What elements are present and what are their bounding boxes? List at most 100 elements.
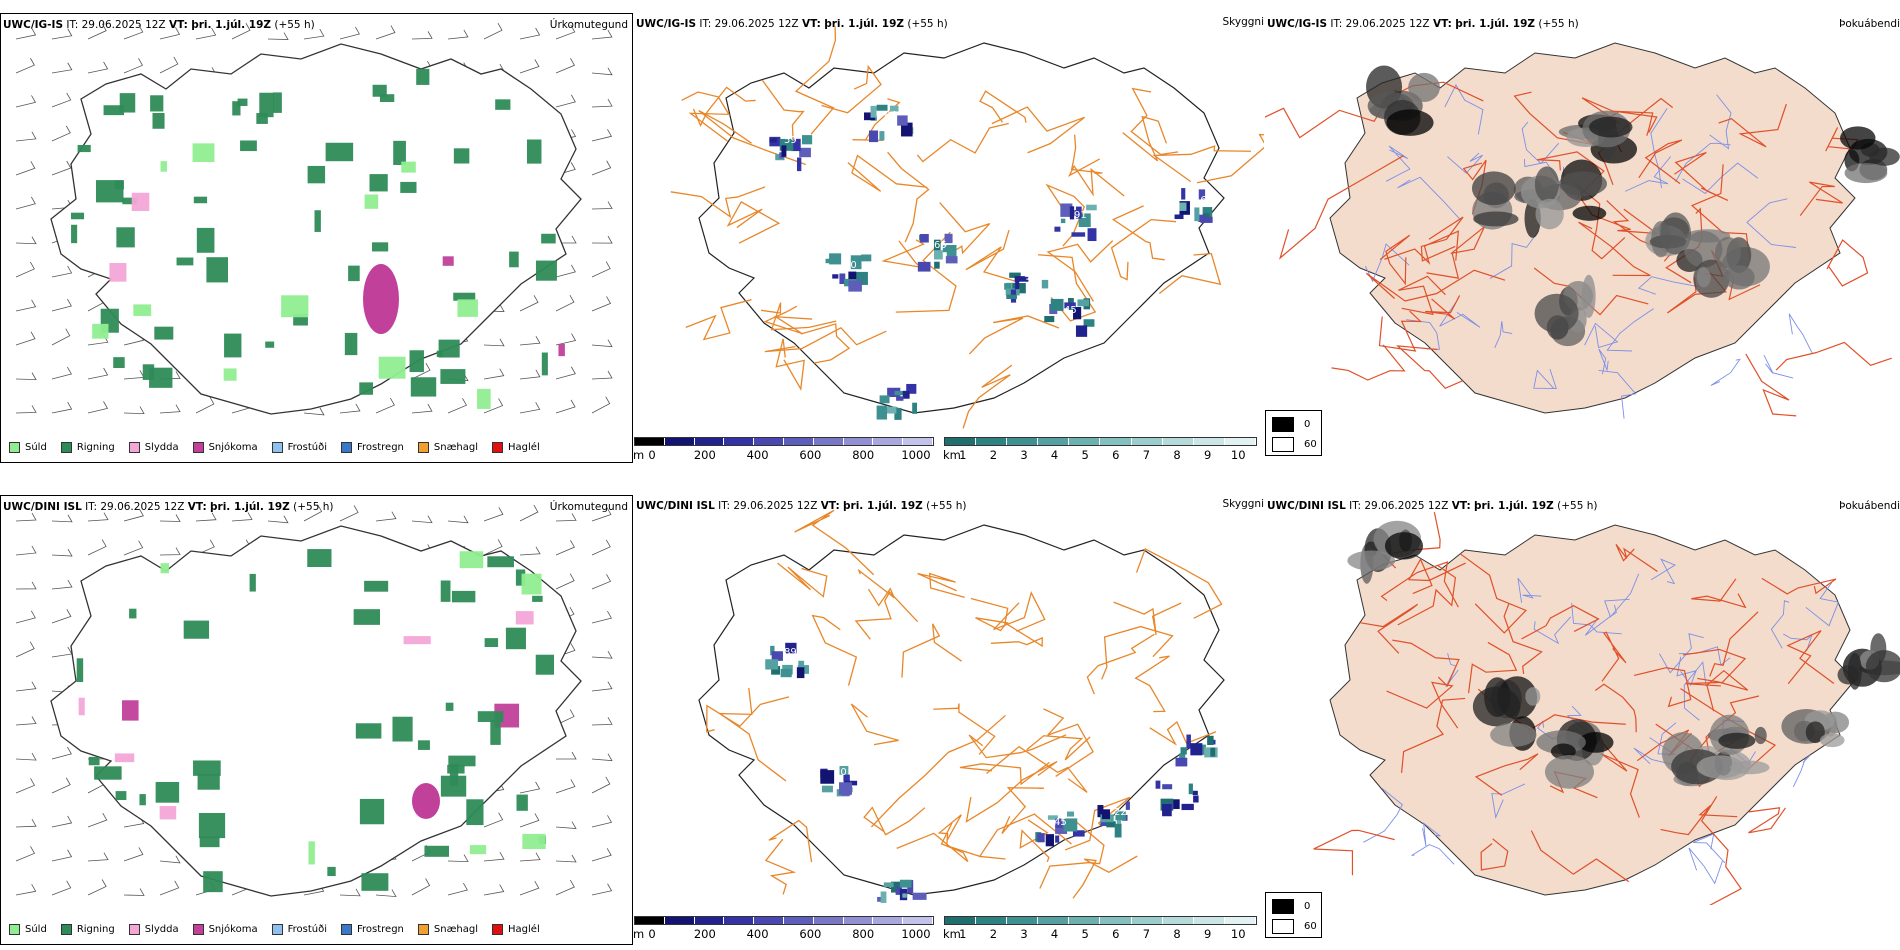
fog-title-bottom: Þokuábendi (1839, 500, 1900, 512)
legend-swatch (341, 442, 352, 453)
legend-item-7: Haglél (492, 924, 540, 935)
colorbar-tick: 0 (648, 448, 656, 462)
colorbar-tick: 200 (693, 927, 716, 941)
fog-legend-bottom: 0 60 (1265, 892, 1322, 938)
precip-legend-bottom: Súld Rigning Slydda Snjókoma Frostúði Frostre… (9, 924, 554, 935)
header-top-fog: UWC/IG-IS IT: 29.06.2025 12Z VT: þri. 1.… (1267, 18, 1579, 30)
colorbar-tick: 10 (1230, 448, 1246, 462)
colorbar-tick: 1000 (901, 448, 931, 462)
colorbar-tick: 200 (693, 448, 716, 462)
fog-panel-bottom: UWC/DINI ISL IT: 29.06.2025 12Z VT: þri.… (1265, 495, 1900, 945)
legend-item-5: Frostregn (341, 442, 404, 453)
ceiling-value-label: 45 (1064, 305, 1077, 316)
legend-swatch (492, 924, 504, 935)
colorbar-tick: 1 (959, 448, 967, 462)
precip-map-bottom (15, 504, 613, 898)
ceiling-value-label: 22 (1114, 807, 1127, 818)
ceiling-value-label: 65 (934, 240, 947, 251)
legend-swatch (128, 442, 140, 453)
ceiling-panel-bottom: UWC/DINI ISL IT: 29.06.2025 12Z VT: þri.… (633, 495, 1264, 945)
ceiling-panel-top: UWC/IG-IS IT: 29.06.2025 12Z VT: þri. 1.… (633, 13, 1264, 465)
legend-item-5: Frostregn (341, 924, 404, 935)
colorbar-tick: 7 (1142, 927, 1151, 941)
ceiling-value-label: 91 (1074, 210, 1087, 221)
legend-label: Frostregn (357, 442, 404, 453)
precip-title-top: Úrkomutegund (549, 19, 628, 31)
legend-swatch (341, 924, 352, 935)
legend-label: Snjókoma (208, 924, 258, 935)
header-bottom-precip: UWC/DINI ISL IT: 29.06.2025 12Z VT: þri.… (3, 501, 334, 513)
legend-swatch (9, 442, 20, 453)
ceiling-value-label: 45 (1054, 817, 1067, 828)
colorbar-tick: 400 (746, 927, 769, 941)
legend-item-2: Slydda (128, 924, 179, 935)
colorbar-tick: 2 (989, 927, 998, 941)
precip-map-top (15, 23, 613, 416)
ceiling-map-bottom: 89 70 45 22 (698, 509, 1225, 903)
legend-item-6: Snæhagl (417, 924, 479, 935)
visibility-colorbar-top: 1 2 3 4 5 6 7 8 9 10 km (943, 437, 1257, 465)
legend-label: Haglél (508, 442, 540, 453)
colorbar-tick: 600 (799, 448, 822, 462)
colorbar-tick: 600 (799, 927, 822, 941)
colorbar-tick: 4 (1050, 448, 1059, 462)
ceiling-value-label: 89 (784, 647, 797, 658)
ceiling-colorbar-bottom: 0 200 400 600 800 1000 m (633, 916, 934, 944)
legend-item-0: Súld (9, 924, 47, 935)
legend-swatch (271, 442, 283, 453)
legend-swatch (60, 924, 72, 935)
colorbar-tick: 9 (1203, 927, 1212, 941)
legend-label: Snjókoma (208, 442, 258, 453)
legend-item-3: Snjókoma (192, 924, 258, 935)
colorbar-tick: 8 (1173, 448, 1181, 462)
header-bottom-ceiling: UWC/DINI ISL IT: 29.06.2025 12Z VT: þri.… (636, 500, 967, 512)
legend-label: Frostúði (287, 924, 327, 935)
colorbar-tick: 7 (1142, 448, 1151, 462)
legend-label: Súld (25, 442, 47, 453)
colorbar-tick: 2 (989, 448, 998, 462)
colorbar-tick: 0 (648, 927, 656, 941)
ceiling-value-label: 16 (1194, 195, 1207, 206)
colorbar-tick: 6 (1112, 448, 1120, 462)
legend-swatch (60, 442, 72, 453)
legend-item-4: Frostúði (271, 924, 327, 935)
colorbar-tick: 1 (959, 927, 967, 941)
colorbar-tick: 3 (1020, 448, 1028, 462)
legend-label: Frostúði (287, 442, 327, 453)
legend-label: Snæhagl (433, 924, 479, 935)
legend-swatch (417, 442, 429, 453)
ceiling-value-label: 84 (884, 110, 897, 121)
legend-item-6: Snæhagl (417, 442, 479, 453)
precip-panel-bottom: UWC/DINI ISL IT: 29.06.2025 12Z VT: þri.… (0, 495, 633, 945)
legend-item-2: Slydda (128, 442, 179, 453)
ceiling-colorbar-top: 0 200 400 600 800 1000 m (633, 437, 934, 465)
legend-label: Rigning (76, 924, 115, 935)
legend-swatch (492, 442, 504, 453)
legend-label: Haglél (508, 924, 540, 935)
visibility-colorbar-bottom: 1 2 3 4 5 6 7 8 9 10 km (943, 916, 1257, 944)
colorbar-tick: 400 (746, 448, 769, 462)
ceiling-value-label: 70 (844, 260, 857, 271)
ceiling-map-top: 84 70 65 30 45 59 91 16 (670, 26, 1264, 429)
colorbar-tick: 6 (1112, 927, 1120, 941)
header-top-precip: UWC/IG-IS IT: 29.06.2025 12Z VT: þri. 1.… (3, 19, 315, 31)
legend-swatch (271, 924, 283, 935)
colorbar-tick: 3 (1020, 927, 1028, 941)
legend-swatch (192, 924, 204, 935)
legend-item-3: Snjókoma (192, 442, 258, 453)
colorbar-tick: 4 (1050, 927, 1059, 941)
legend-label: Rigning (76, 442, 115, 453)
precip-legend-top: Súld Rigning Slydda Snjókoma Frostúði Frostre… (9, 442, 554, 453)
legend-swatch (128, 924, 140, 935)
ceiling-value-label: 30 (1024, 275, 1037, 286)
legend-label: Frostregn (357, 924, 404, 935)
header-top-ceiling: UWC/IG-IS IT: 29.06.2025 12Z VT: þri. 1.… (636, 18, 948, 30)
colorbar-tick: 5 (1081, 448, 1089, 462)
fog-legend-top: 0 60 (1265, 410, 1322, 456)
legend-swatch (192, 442, 204, 453)
colorbar-tick: 1000 (901, 927, 931, 941)
colorbar-tick: 5 (1081, 927, 1089, 941)
legend-label: Snæhagl (433, 442, 479, 453)
colorbar-tick: 8 (1173, 927, 1181, 941)
fog-panel-top: UWC/IG-IS IT: 29.06.2025 12Z VT: þri. 1.… (1265, 13, 1900, 463)
